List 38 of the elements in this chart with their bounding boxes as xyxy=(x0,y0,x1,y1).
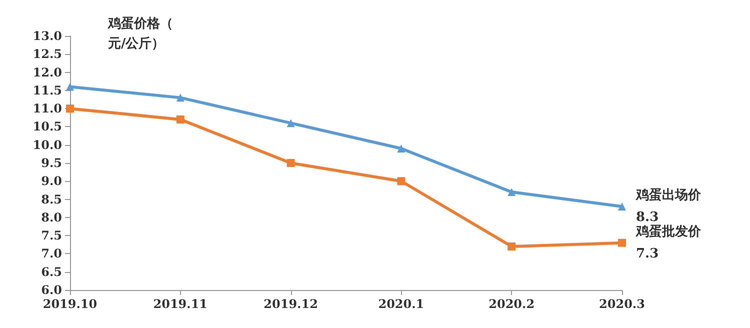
x-tick-label: 2020.3 xyxy=(599,297,645,311)
series-label: 鸡蛋出场价 xyxy=(635,188,702,204)
point xyxy=(286,159,295,167)
point xyxy=(397,144,406,152)
y-tick-label: 12.5 xyxy=(32,47,62,62)
y-tick-label: 7.5 xyxy=(41,228,62,243)
x-tick-label: 2020.2 xyxy=(488,297,535,311)
y-tick-label: 9.5 xyxy=(41,156,62,170)
y-tick-label: 13.0 xyxy=(32,29,62,43)
x-tick-label: 2019.10 xyxy=(42,297,98,311)
point xyxy=(66,104,74,113)
y-tick-label: 6.0 xyxy=(41,283,62,297)
point xyxy=(176,115,184,124)
point xyxy=(618,238,626,247)
y-tick-label: 7.0 xyxy=(41,246,62,261)
y-tick-label: 11.5 xyxy=(32,83,62,98)
point xyxy=(508,188,516,196)
y-tick-label: 8.0 xyxy=(41,210,62,224)
point xyxy=(176,94,184,102)
y-tick-label: 10.5 xyxy=(32,120,62,134)
y-tick-label: 9.0 xyxy=(41,174,62,188)
x-tick-label: 2020.1 xyxy=(378,297,424,311)
y-axis-title: 鸡蛋价格（元/公斤） xyxy=(107,16,173,52)
series-label: 鸡蛋批发价 xyxy=(635,224,702,240)
y-tick-label: 8.5 xyxy=(41,192,62,206)
x-tick-label: 2019.11 xyxy=(153,297,208,311)
point xyxy=(397,177,406,186)
point xyxy=(66,82,74,91)
x-tick-label: 2019.12 xyxy=(264,297,318,311)
data-label: 7.3 xyxy=(636,246,659,262)
point xyxy=(286,119,295,128)
y-tick-label: 10.0 xyxy=(32,138,62,152)
point xyxy=(508,242,516,250)
point xyxy=(618,202,626,211)
y-tick-label: 12.0 xyxy=(32,65,62,80)
data-label: 8.3 xyxy=(636,210,659,226)
y-tick-label: 6.5 xyxy=(41,264,62,279)
y-tick-label: 11.0 xyxy=(32,102,62,116)
